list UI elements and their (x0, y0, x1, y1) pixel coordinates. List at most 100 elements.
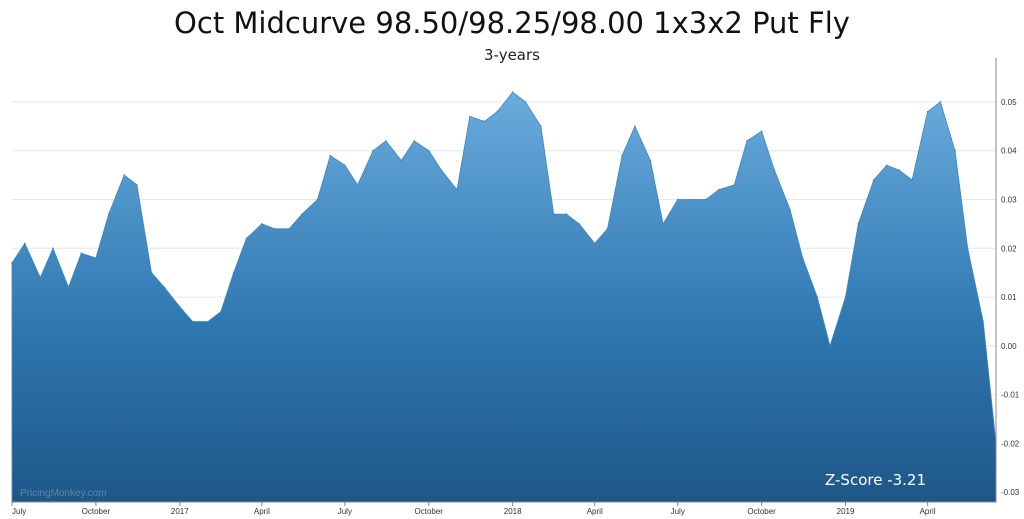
x-tick-label: April (920, 507, 936, 516)
x-tick-label: 2019 (837, 507, 855, 516)
y-tick-label: 0.00 (1001, 342, 1017, 351)
x-tick-label: October (747, 507, 776, 516)
data-point (939, 101, 942, 103)
x-tick-label: July (12, 507, 26, 516)
y-tick-label: 0.03 (1001, 195, 1017, 204)
y-tick-label: 0.04 (1001, 147, 1017, 156)
data-point (676, 198, 679, 201)
data-point (898, 169, 901, 171)
x-tick-label: July (338, 507, 352, 516)
data-point (261, 223, 263, 225)
data-point (954, 149, 956, 152)
data-point (288, 228, 291, 230)
data-point (191, 320, 194, 323)
x-tick-label: April (254, 507, 270, 516)
data-point (911, 179, 913, 181)
data-point (926, 110, 929, 113)
data-point (52, 247, 54, 250)
data-point (816, 296, 819, 298)
data-point (801, 257, 804, 259)
data-point (511, 91, 514, 93)
data-point (329, 154, 332, 157)
data-point (689, 198, 692, 201)
data-point (150, 271, 153, 274)
data-point (844, 296, 847, 298)
data-point (107, 213, 110, 215)
data-point (11, 262, 13, 264)
data-point (245, 237, 248, 240)
x-tick-label: October (82, 507, 111, 516)
data-point (857, 223, 860, 225)
data-point (372, 149, 374, 152)
data-point (316, 198, 319, 201)
data-point (966, 247, 969, 250)
data-point (496, 110, 499, 113)
watermark: PricingMonkey.com (20, 488, 107, 499)
y-tick-label: -0.01 (1001, 391, 1020, 400)
data-point (344, 164, 346, 167)
data-point (649, 159, 652, 162)
data-point (606, 228, 609, 230)
data-point (540, 125, 542, 128)
data-point (885, 164, 888, 167)
data-point (789, 208, 791, 211)
data-point (982, 320, 984, 323)
data-point (95, 257, 97, 259)
data-point (829, 345, 831, 347)
data-point (220, 310, 222, 313)
data-point (483, 120, 486, 123)
data-point (578, 223, 580, 225)
data-point (428, 149, 430, 152)
data-point (179, 306, 181, 308)
data-point (469, 115, 471, 118)
data-point (621, 154, 623, 157)
y-tick-label: -0.02 (1001, 439, 1020, 448)
data-point (552, 213, 555, 215)
data-point (773, 169, 776, 171)
z-score-annotation: Z-Score -3.21 (825, 471, 926, 489)
data-point (413, 140, 416, 142)
data-point (273, 228, 276, 230)
data-point (440, 169, 443, 171)
chart-subtitle: 3-years (484, 46, 540, 64)
data-point (301, 213, 303, 215)
y-axis-ticks: 0.05 0.04 0.03 0.02 0.01 0.00 -0.01 -0.02 -0.03 (1001, 98, 1020, 497)
data-point (593, 242, 596, 245)
data-point (163, 286, 166, 289)
data-point (746, 140, 748, 142)
data-point (400, 159, 403, 162)
data-point (733, 184, 736, 186)
data-point (662, 223, 664, 225)
x-tick-label: October (415, 507, 444, 516)
data-point (80, 252, 83, 254)
y-tick-label: 0.01 (1001, 293, 1017, 302)
data-point (24, 242, 26, 245)
data-point (524, 101, 527, 103)
series-area (11, 91, 997, 503)
x-tick-label: 2018 (504, 507, 522, 516)
x-axis-ticks: July October 2017 April July October 2018 April… (11, 502, 936, 516)
x-tick-label: 2017 (171, 507, 189, 516)
data-point (705, 198, 707, 201)
x-tick-label: July (671, 507, 685, 516)
y-tick-label: 0.05 (1001, 98, 1017, 107)
data-point (232, 271, 235, 274)
data-point (136, 184, 138, 186)
data-point (385, 140, 387, 142)
data-point (634, 125, 636, 128)
series-area-path (11, 91, 997, 503)
data-point (565, 213, 568, 215)
data-point (760, 130, 763, 132)
y-tick-label: 0.02 (1001, 244, 1017, 253)
data-point (67, 286, 70, 289)
data-point (207, 320, 209, 323)
data-point (873, 179, 875, 181)
y-tick-label: -0.03 (1001, 488, 1020, 497)
data-point (456, 188, 458, 191)
data-point (39, 276, 42, 279)
chart-title: Oct Midcurve 98.50/98.25/98.00 1x3x2 Put… (174, 6, 850, 40)
data-point (123, 174, 125, 176)
x-tick-label: April (587, 507, 603, 516)
